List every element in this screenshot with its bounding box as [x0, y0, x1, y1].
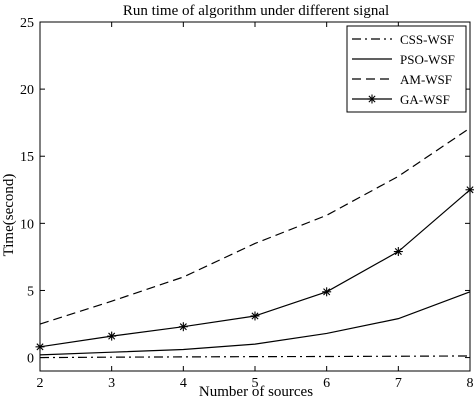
series-line [39, 355, 471, 359]
legend-label: GA-WSF [400, 92, 450, 107]
y-axis-label: Time(second) [1, 174, 17, 257]
x-tick-label: 6 [323, 376, 330, 391]
y-tick-label: 25 [20, 16, 34, 31]
series-line [39, 291, 471, 356]
data-point [393, 247, 403, 257]
data-point [322, 287, 332, 297]
series-css-wsf [39, 355, 471, 359]
series-ga-wsf [35, 185, 474, 352]
x-tick-label: 8 [467, 376, 474, 391]
y-tick-label: 0 [27, 352, 34, 367]
series-am-wsf [39, 127, 471, 325]
x-tick-label: 4 [180, 376, 187, 391]
y-tick-label: 20 [20, 83, 34, 98]
legend-label: AM-WSF [400, 72, 452, 87]
x-tick-label: 2 [37, 376, 44, 391]
y-tick-label: 15 [20, 150, 34, 165]
legend-item: CSS-WSF [352, 32, 454, 47]
data-point [178, 322, 188, 332]
data-point [107, 331, 117, 341]
chart-title: Run time of algorithm under different si… [123, 3, 389, 19]
legend-marker [367, 94, 377, 104]
plot-area: 2 3 4 5 6 7 8 0 5 10 15 20 25 [20, 16, 474, 391]
y-tick-label: 10 [20, 217, 34, 232]
legend-label: CSS-WSF [400, 32, 454, 47]
data-point [250, 311, 260, 321]
x-tick-label: 7 [395, 376, 402, 391]
x-tick-label: 3 [108, 376, 115, 391]
series-line [39, 189, 471, 348]
legend-item: PSO-WSF [352, 52, 455, 67]
x-axis-label: Number of sources [199, 384, 313, 400]
y-tick-label: 5 [27, 284, 34, 299]
data-point [35, 342, 45, 352]
legend-item: AM-WSF [352, 72, 452, 87]
series-line [39, 127, 471, 325]
legend-label: PSO-WSF [400, 52, 455, 67]
legend-item: GA-WSF [352, 92, 450, 107]
data-point [465, 185, 474, 195]
legend: CSS-WSF PSO-WSF AM-WSF GA-WSF [346, 25, 467, 113]
series-pso-wsf [39, 291, 471, 356]
x-tick-label: 5 [252, 376, 259, 391]
legend-box [346, 25, 467, 113]
